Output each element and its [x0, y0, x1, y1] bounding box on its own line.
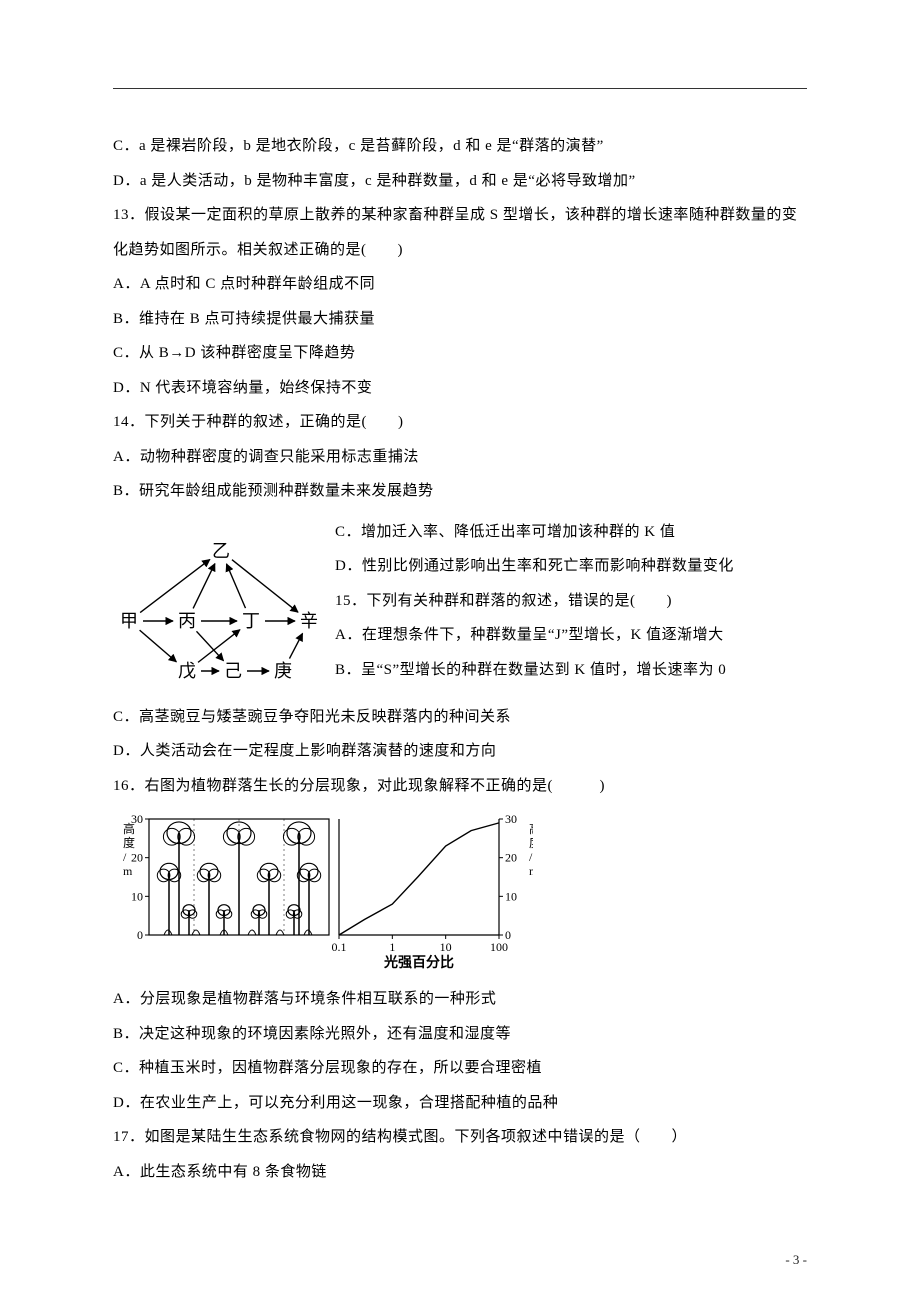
- svg-text:1: 1: [389, 940, 395, 954]
- q13-stem: 13．假设某一定面积的草原上散养的某种家畜种群呈成 S 型增长，该种群的增长速率…: [113, 198, 807, 267]
- q16-a: A．分层现象是植物群落与环境条件相互联系的一种形式: [113, 982, 807, 1017]
- q15-a: A．在理想条件下，种群数量呈“J”型增长，K 值逐渐增大: [335, 618, 807, 653]
- svg-text:10: 10: [131, 889, 143, 903]
- option-c: C．a 是裸岩阶段，b 是地衣阶段，c 是苔藓阶段，d 和 e 是“群落的演替”: [113, 129, 807, 164]
- svg-text:戊: 戊: [178, 661, 196, 681]
- svg-text:光强百分比: 光强百分比: [383, 954, 454, 971]
- q14-c: C．增加迁入率、降低迁出率可增加该种群的 K 值: [335, 515, 807, 550]
- svg-text:0: 0: [137, 928, 143, 942]
- svg-text:丁: 丁: [242, 611, 260, 631]
- q14-d: D．性别比例通过影响出生率和死亡率而影响种群数量变化: [335, 549, 807, 584]
- svg-text:/: /: [123, 850, 127, 864]
- svg-text:30: 30: [505, 812, 517, 826]
- svg-text:己: 己: [224, 661, 242, 681]
- svg-text:10: 10: [440, 940, 452, 954]
- svg-text:丙: 丙: [178, 611, 196, 631]
- q13-a: A．A 点时和 C 点时种群年龄组成不同: [113, 267, 807, 302]
- svg-text:辛: 辛: [300, 611, 318, 631]
- stratification-chart: 0102030高度/m0.11101000102030高度/m光强百分比: [113, 811, 807, 976]
- header-rule: [113, 88, 807, 89]
- q14-a: A．动物种群密度的调查只能采用标志重捕法: [113, 440, 807, 475]
- option-d: D．a 是人类活动，b 是物种丰富度，c 是种群数量，d 和 e 是“必将导致增…: [113, 164, 807, 199]
- svg-text:m: m: [529, 864, 533, 878]
- q15-c: C．高茎豌豆与矮茎豌豆争夺阳光未反映群落内的种间关系: [113, 700, 807, 735]
- svg-text:甲: 甲: [120, 611, 138, 631]
- q13-c: C．从 B→D 该种群密度呈下降趋势: [113, 336, 807, 371]
- q15-stem: 15．下列有关种群和群落的叙述，错误的是( ): [335, 584, 807, 619]
- q15-d: D．人类活动会在一定程度上影响群落演替的速度和方向: [113, 734, 807, 769]
- q16-b: B．决定这种现象的环境因素除光照外，还有温度和湿度等: [113, 1017, 807, 1052]
- svg-text:m: m: [123, 864, 133, 878]
- q16-c: C．种植玉米时，因植物群落分层现象的存在，所以要合理密植: [113, 1051, 807, 1086]
- q15-b: B．呈“S”型增长的种群在数量达到 K 值时，增长速率为 0: [335, 653, 807, 688]
- svg-text:乙: 乙: [212, 541, 230, 561]
- q16-d: D．在农业生产上，可以充分利用这一现象，合理搭配种植的品种: [113, 1086, 807, 1121]
- svg-text:度: 度: [123, 835, 135, 850]
- svg-text:100: 100: [490, 940, 508, 954]
- svg-text:度: 度: [529, 835, 533, 850]
- svg-text:20: 20: [131, 851, 143, 865]
- q17-stem: 17．如图是某陆生生态系统食物网的结构模式图。下列各项叙述中错误的是（ ）: [113, 1120, 807, 1155]
- q14-stem: 14．下列关于种群的叙述，正确的是( ): [113, 405, 807, 440]
- q17-a: A．此生态系统中有 8 条食物链: [113, 1155, 807, 1190]
- svg-text:高: 高: [123, 821, 135, 836]
- svg-text:0.1: 0.1: [332, 940, 347, 954]
- svg-text:高: 高: [529, 821, 533, 836]
- svg-text:10: 10: [505, 889, 517, 903]
- foodweb-diagram: 甲 乙丙 丁戊 己 庚 辛: [113, 515, 329, 696]
- q14-b: B．研究年龄组成能预测种群数量未来发展趋势: [113, 474, 807, 509]
- q16-stem: 16．右图为植物群落生长的分层现象，对此现象解释不正确的是( ): [113, 769, 807, 804]
- q13-d: D．N 代表环境容纳量，始终保持不变: [113, 371, 807, 406]
- svg-text:20: 20: [505, 851, 517, 865]
- page-number: - 3 -: [785, 1252, 807, 1268]
- q13-b: B．维持在 B 点可持续提供最大捕获量: [113, 302, 807, 337]
- svg-text:庚: 庚: [274, 661, 292, 681]
- svg-text:/: /: [529, 850, 533, 864]
- svg-text:0: 0: [505, 928, 511, 942]
- document-page: C．a 是裸岩阶段，b 是地衣阶段，c 是苔藓阶段，d 和 e 是“群落的演替”…: [0, 0, 920, 1302]
- foodweb-right-text: C．增加迁入率、降低迁出率可增加该种群的 K 值 D．性别比例通过影响出生率和死…: [335, 515, 807, 688]
- foodweb-row: 甲 乙丙 丁戊 己 庚 辛 C．增加迁入率、降低迁出率可增加该种群的 K 值 D．性别比例…: [113, 515, 807, 696]
